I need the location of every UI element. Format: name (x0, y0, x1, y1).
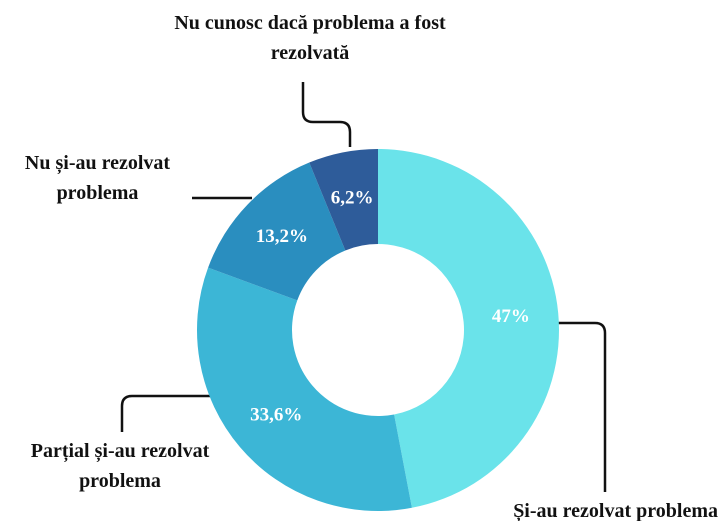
value-label: 13,2% (256, 226, 308, 247)
value-label: 6,2% (331, 187, 374, 208)
slice (309, 149, 378, 251)
leader-line (301, 82, 352, 147)
slice (208, 162, 346, 301)
category-label: Nu și-au rezolvat problema (24, 152, 171, 204)
slice (378, 149, 560, 508)
leader-line (120, 394, 214, 432)
leader-line (556, 321, 607, 492)
slice (196, 267, 412, 512)
value-label: 47% (492, 306, 530, 327)
leader-lines (120, 82, 607, 492)
value-label: 33,6% (250, 405, 302, 426)
category-label: Nu cunosc dacă problema a fost rezolvată (174, 12, 446, 64)
category-label: Parțial și-au rezolvat problema (30, 440, 210, 492)
